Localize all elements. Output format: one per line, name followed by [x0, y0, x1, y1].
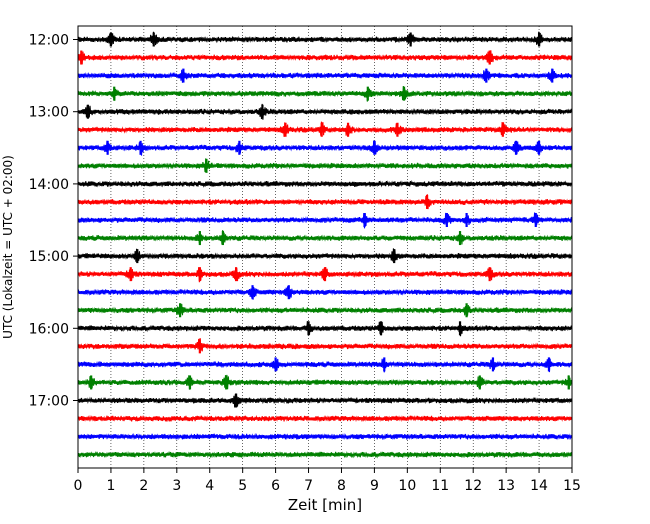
x-tick-label: 4: [205, 478, 214, 494]
trace-1315: [77, 121, 573, 137]
trace-1515: [77, 266, 573, 283]
trace-1615: [77, 337, 573, 354]
y-tick-label: 12:00: [29, 33, 69, 49]
trace-line: [77, 158, 573, 173]
trace-1330: [77, 140, 573, 156]
trace-line: [77, 103, 573, 120]
x-tick-label: 7: [304, 478, 313, 494]
trace-1215: [77, 50, 573, 65]
trace-1500: [77, 248, 573, 264]
trace-line: [77, 179, 573, 188]
x-tick-label: 5: [238, 478, 247, 494]
trace-line: [77, 285, 573, 300]
trace-line: [77, 121, 573, 137]
trace-1230: [77, 68, 573, 83]
trace-line: [77, 450, 573, 459]
y-tick-label: 13:00: [29, 105, 69, 121]
trace-1400: [77, 179, 573, 188]
trace-1630: [77, 357, 573, 373]
x-axis-label: Zeit [min]: [288, 496, 362, 514]
trace-1530: [77, 285, 573, 300]
y-tick-label: 16:00: [29, 321, 69, 337]
x-axis-ticks: 0 1 2 3 4 5 6 7 8 9 10 11 12 13 14 15: [74, 468, 581, 494]
y-tick-label: 14:00: [29, 177, 69, 193]
trace-line: [77, 358, 573, 373]
x-tick-label: 14: [530, 478, 548, 494]
trace-1445: [77, 230, 573, 246]
x-tick-label: 11: [431, 478, 449, 494]
x-tick-label: 0: [74, 478, 83, 494]
x-tick-label: 8: [337, 478, 346, 494]
y-axis-label: UTC (Lokalzeit = UTC + 02:00): [1, 155, 15, 339]
trace-line: [77, 248, 573, 264]
x-tick-label: 1: [106, 478, 115, 494]
plot-frame: [77, 25, 573, 469]
trace-1200: [77, 31, 573, 47]
trace-1245: [77, 85, 573, 102]
trace-1730: [77, 432, 573, 441]
trace-1300: [77, 103, 573, 120]
x-tick-label: 15: [563, 478, 581, 494]
y-tick-label: 17:00: [29, 394, 69, 410]
trace-line: [77, 393, 573, 408]
trace-line: [77, 85, 573, 102]
trace-1715: [77, 414, 573, 423]
plot-area-background: [78, 26, 572, 468]
trace-1345: [77, 158, 573, 173]
seismic-traces: [77, 31, 573, 459]
trace-line: [77, 374, 573, 390]
x-tick-label: 9: [370, 478, 379, 494]
trace-line: [77, 140, 573, 156]
y-axis-ticks: 12:00 13:00 14:00 15:00 16:00 17:00: [29, 33, 78, 410]
trace-1645: [77, 374, 573, 390]
trace-line: [77, 194, 573, 210]
trace-1600: [77, 321, 573, 337]
trace-line: [77, 414, 573, 423]
trace-1415: [77, 194, 573, 210]
trace-1700: [77, 393, 573, 408]
trace-line: [77, 432, 573, 441]
x-tick-label: 2: [139, 478, 148, 494]
trace-line: [77, 321, 573, 337]
x-tick-label: 13: [497, 478, 515, 494]
trace-1745: [77, 450, 573, 459]
trace-line: [77, 337, 573, 352]
x-tick-label: 10: [398, 478, 416, 494]
trace-line: [77, 31, 573, 47]
trace-1430: [77, 212, 573, 229]
y-tick-label: 15:00: [29, 249, 69, 265]
trace-line: [77, 69, 573, 83]
x-tick-label: 3: [172, 478, 181, 494]
trace-line: [77, 212, 573, 229]
trace-line: [77, 230, 573, 245]
x-tick-label: 12: [464, 478, 482, 494]
trace-line: [77, 303, 573, 316]
trace-1545: [77, 303, 573, 318]
x-tick-label: 6: [271, 478, 280, 494]
